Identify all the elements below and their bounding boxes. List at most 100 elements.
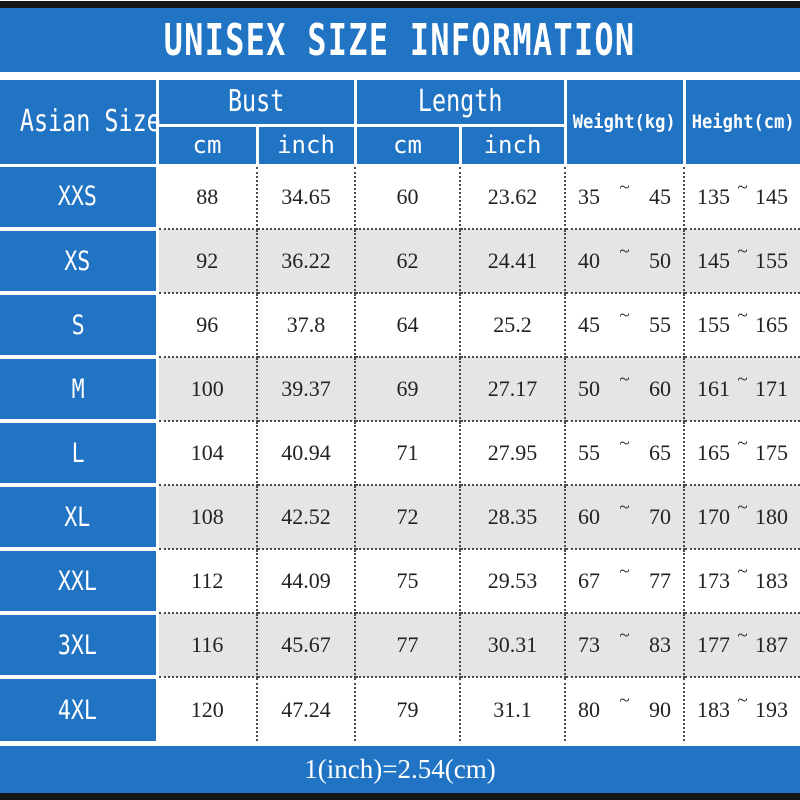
tilde-separator: ~ bbox=[737, 433, 748, 454]
size-label-text: XXL bbox=[58, 565, 98, 597]
bust-cm-value: 112 bbox=[156, 548, 258, 614]
range-min: 170 bbox=[697, 504, 730, 529]
header-length: Length bbox=[353, 80, 567, 127]
tilde-separator: ~ bbox=[737, 177, 748, 199]
header-asian-size: Asian Size bbox=[0, 80, 161, 167]
length-cm-value: 79 bbox=[354, 676, 461, 741]
range-min: 177 bbox=[697, 632, 730, 657]
range-min: 161 bbox=[697, 376, 730, 401]
length-inch-value: 28.35 bbox=[459, 484, 566, 550]
header-bust: Bust bbox=[155, 80, 357, 127]
height-range: 173 ~183 bbox=[683, 548, 800, 614]
range-min: 173 bbox=[697, 568, 730, 593]
header-sub-row: cm inch cm inch bbox=[0, 123, 800, 167]
tilde-separator: ~ bbox=[619, 369, 630, 390]
tilde-separator: ~ bbox=[737, 369, 748, 390]
range-min: 50 bbox=[578, 376, 600, 401]
range-max: 145 bbox=[755, 184, 788, 210]
size-row-xxl: XXL 112 44.09 75 29.53 67 ~77 173 ~183 bbox=[0, 548, 800, 615]
size-label: 4XL bbox=[0, 677, 159, 741]
header-height-label: Height(cm) bbox=[691, 110, 795, 133]
bust-inch-value: 47.24 bbox=[256, 676, 356, 741]
length-cm-value: 75 bbox=[354, 548, 461, 614]
range-min: 60 bbox=[578, 504, 600, 529]
size-row-l: L 104 40.94 71 27.95 55 ~65 165 ~175 bbox=[0, 420, 800, 487]
length-inch-value: 27.17 bbox=[459, 356, 566, 422]
range-max: 50 bbox=[649, 248, 671, 273]
size-table: Asian Size Bust Length Weight(kg) Height… bbox=[0, 80, 800, 741]
height-range: 170 ~180 bbox=[683, 484, 800, 550]
size-label: L bbox=[0, 421, 159, 487]
size-label: XXS bbox=[0, 165, 159, 231]
length-inch-value: 30.31 bbox=[459, 612, 566, 678]
size-label-text: L bbox=[71, 437, 85, 469]
range-min: 73 bbox=[578, 632, 600, 657]
size-label: XL bbox=[0, 485, 159, 551]
range-max: 183 bbox=[755, 568, 788, 593]
weight-range: 55 ~65 bbox=[564, 420, 685, 486]
tilde-separator: ~ bbox=[619, 689, 630, 711]
range-min: 80 bbox=[578, 696, 600, 722]
height-range: 183 ~193 bbox=[683, 676, 800, 741]
weight-range: 50 ~60 bbox=[564, 356, 685, 422]
size-label-text: XL bbox=[64, 501, 91, 533]
range-min: 55 bbox=[578, 440, 600, 465]
conversion-note: 1(inch)=2.54(cm) bbox=[304, 754, 496, 784]
tilde-separator: ~ bbox=[619, 497, 630, 518]
bust-cm-value: 116 bbox=[156, 612, 258, 678]
header-length-label: Length bbox=[417, 84, 503, 120]
tilde-separator: ~ bbox=[619, 433, 630, 454]
bust-inch-value: 39.37 bbox=[256, 356, 356, 422]
top-border-bar bbox=[0, 1, 800, 8]
header-bust-label: Bust bbox=[227, 84, 285, 120]
tilde-separator: ~ bbox=[619, 305, 630, 326]
length-cm-value: 64 bbox=[354, 292, 461, 358]
size-label: XS bbox=[0, 229, 159, 295]
header-group-row: Asian Size Bust Length Weight(kg) Height… bbox=[0, 80, 800, 167]
range-min: 183 bbox=[697, 696, 730, 722]
tilde-separator: ~ bbox=[619, 625, 630, 646]
weight-range: 73 ~83 bbox=[564, 612, 685, 678]
weight-range: 67 ~77 bbox=[564, 548, 685, 614]
tilde-separator: ~ bbox=[737, 625, 748, 646]
range-max: 55 bbox=[649, 312, 671, 337]
size-row-xxs: XXS 88 34.65 60 23.62 35 ~45 135 ~145 bbox=[0, 164, 800, 231]
range-max: 165 bbox=[755, 312, 788, 337]
size-label-text: M bbox=[71, 373, 85, 405]
range-min: 135 bbox=[697, 184, 730, 210]
height-range: 155 ~165 bbox=[683, 292, 800, 358]
header-bust-cm: cm bbox=[157, 123, 259, 167]
bust-cm-value: 108 bbox=[156, 484, 258, 550]
bottom-border-bar bbox=[0, 793, 800, 800]
page-title: UNISEX SIZE INFORMATION bbox=[164, 14, 636, 66]
length-inch-value: 29.53 bbox=[459, 548, 566, 614]
tilde-separator: ~ bbox=[619, 177, 630, 199]
size-label-text: S bbox=[71, 309, 85, 341]
length-inch-value: 27.95 bbox=[459, 420, 566, 486]
height-range: 145 ~155 bbox=[683, 228, 800, 294]
tilde-separator: ~ bbox=[737, 305, 748, 326]
tilde-separator: ~ bbox=[737, 497, 748, 518]
size-label: S bbox=[0, 293, 159, 359]
range-max: 155 bbox=[755, 248, 788, 273]
size-label-text: XXS bbox=[58, 181, 98, 213]
height-range: 161 ~171 bbox=[683, 356, 800, 422]
bust-inch-value: 37.8 bbox=[256, 292, 356, 358]
range-max: 171 bbox=[755, 376, 788, 401]
range-min: 145 bbox=[697, 248, 730, 273]
tilde-separator: ~ bbox=[619, 561, 630, 582]
weight-range: 35 ~45 bbox=[564, 164, 685, 230]
range-max: 45 bbox=[649, 184, 671, 210]
size-table-body: XXS 88 34.65 60 23.62 35 ~45 135 ~145 XS 92 36.22 62… bbox=[0, 164, 800, 741]
header-height: Height(cm) bbox=[682, 80, 800, 167]
bust-inch-value: 45.67 bbox=[256, 612, 356, 678]
tilde-separator: ~ bbox=[737, 241, 748, 262]
header-weight: Weight(kg) bbox=[563, 80, 686, 167]
range-min: 67 bbox=[578, 568, 600, 593]
header-length-inch: inch bbox=[458, 123, 565, 167]
range-max: 180 bbox=[755, 504, 788, 529]
tilde-separator: ~ bbox=[619, 241, 630, 262]
height-range: 165 ~175 bbox=[683, 420, 800, 486]
bust-cm-value: 92 bbox=[156, 228, 258, 294]
